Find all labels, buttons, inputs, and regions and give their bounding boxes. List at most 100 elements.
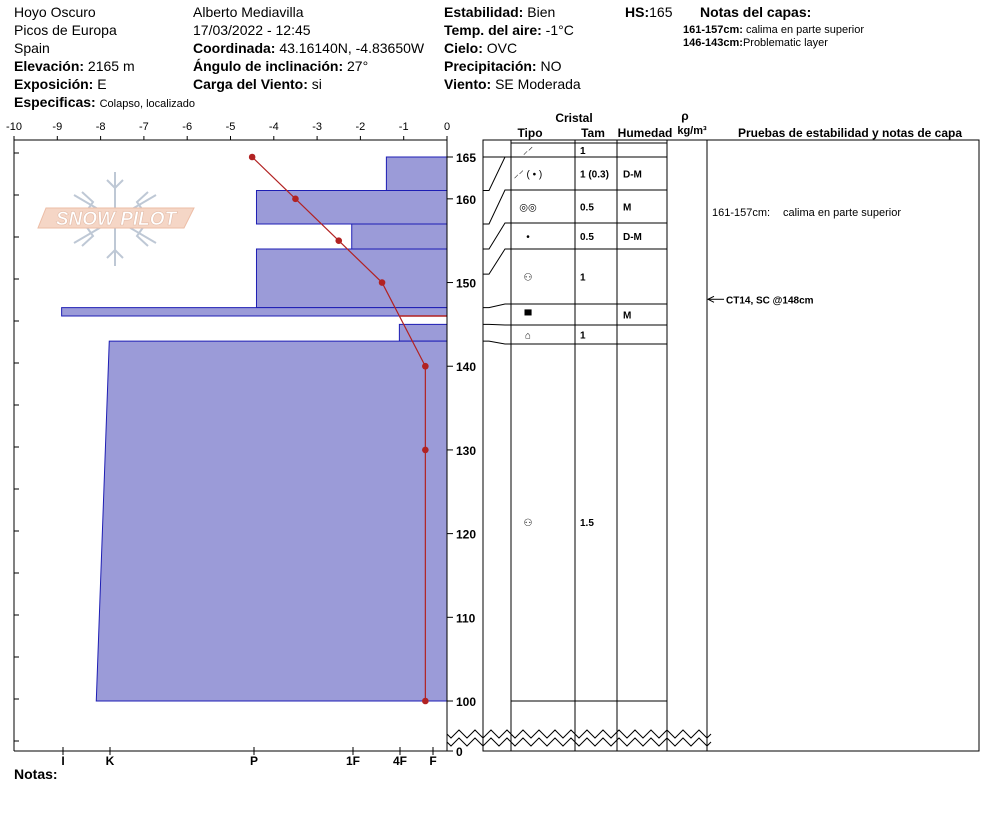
wind-label: Viento:: [444, 76, 492, 92]
hardness-tick-label: I: [61, 754, 64, 768]
aspect: Exposición: E: [14, 76, 107, 93]
temperature-point: [335, 237, 343, 244]
precipitation: Precipitación: NO: [444, 58, 561, 75]
temperature-profile: [248, 153, 447, 705]
height-tick-label: 165: [456, 151, 476, 165]
specifics-value: Colapso, localizado: [99, 98, 195, 110]
aspect-label: Exposición:: [14, 76, 94, 92]
hardness-tick-label: K: [106, 754, 115, 768]
hardness-bar: [398, 323, 448, 342]
layer-connector: [483, 248, 511, 275]
layer-connector: [483, 323, 511, 326]
hardness-tick-label: F: [429, 754, 436, 768]
specifics-label: Especificas:: [14, 94, 96, 110]
height-tick-label: 140: [456, 360, 476, 374]
temperature-tick-label: 0: [444, 121, 450, 133]
hardness-tick-label: 1F: [346, 754, 360, 768]
layer-crystal-size: 1: [580, 146, 586, 157]
coord-label: Coordinada:: [193, 40, 276, 56]
hardness-bar: [95, 340, 448, 702]
slope-label: Ángulo de inclinación:: [193, 58, 344, 74]
wind-value: SE Moderada: [495, 76, 581, 92]
height-tick-label: 120: [456, 528, 476, 542]
layer-note-1: 161-157cm: calima en parte superior: [683, 24, 865, 36]
sky: Cielo: OVC: [444, 40, 517, 57]
header-humedad: Humedad: [618, 126, 673, 140]
precip-label: Precipitación:: [444, 58, 537, 74]
axis-break-upper: [446, 729, 712, 739]
temperature-point: [248, 153, 256, 161]
layer-crystal-type: ⸝⸍: [523, 146, 533, 157]
temperature-point: [378, 279, 386, 286]
specifics: Especificas: Colapso, localizado: [14, 94, 195, 113]
test-note-text: calima en parte superior: [783, 207, 901, 219]
header-density-unit: kg/m³: [677, 125, 707, 137]
air-temp: Temp. del aire: -1°C: [444, 22, 574, 39]
hardness-profile: [61, 156, 448, 702]
snowpilot-logo: SNOW PILOT: [37, 172, 195, 266]
air-temp-value: -1°C: [545, 22, 574, 38]
temperature-tick-label: -9: [52, 121, 62, 133]
notes-label: Notas:: [14, 766, 58, 782]
hardness-tick-label: P: [250, 754, 258, 768]
stability: Estabilidad: Bien: [444, 4, 555, 21]
layer-crystal-type: ⚇: [524, 518, 533, 529]
slope-value: 27°: [347, 58, 369, 74]
wind-load-value: si: [311, 76, 322, 92]
datetime: 17/03/2022 - 12:45: [193, 22, 311, 38]
hardness-bar: [61, 307, 448, 317]
temperature-tick-label: -2: [356, 121, 366, 133]
axis-break-lower: [446, 737, 712, 747]
height-tick-label: 150: [456, 277, 476, 291]
layer-connector: [483, 303, 511, 309]
elevation: Elevación: 2165 m: [14, 58, 135, 75]
sky-value: OVC: [486, 40, 518, 56]
layer-crystal-size: 1.5: [580, 518, 594, 529]
temperature-point: [422, 362, 429, 370]
layer-crystal-type: ⸝⸍ ( • ): [514, 170, 543, 181]
layer-moisture: D-M: [623, 170, 642, 181]
wind-load-label: Carga del Viento:: [193, 76, 308, 92]
observer: Alberto Mediavilla: [193, 4, 304, 20]
hs-value: 165: [649, 4, 673, 20]
temperature-point: [292, 195, 299, 203]
stability-label: Estabilidad:: [444, 4, 524, 20]
hardness-tick-label: 4F: [393, 754, 407, 768]
coordinates: Coordinada: 43.16140N, -4.83650W: [193, 40, 424, 57]
layer-notes-title: Notas del capas:: [700, 4, 812, 20]
header-tipo: Tipo: [517, 126, 542, 140]
hardness-bar: [255, 248, 448, 309]
height-tick-label: 100: [456, 695, 476, 709]
temperature-point: [422, 446, 429, 454]
layer-crystal-size: 0.5: [580, 232, 594, 243]
temperature-tick-label: -1: [399, 121, 409, 133]
range-name: Picos de Europa: [14, 22, 117, 38]
temperature-tick-label: -10: [6, 121, 22, 133]
layer-crystal-type: ⌂: [525, 331, 531, 342]
logo-banner: [37, 207, 195, 229]
layer-crystal-type: ◎◎: [519, 203, 537, 214]
height-tick-label: 160: [456, 193, 476, 207]
height-tick-label: 130: [456, 444, 476, 458]
axes: -10 -9 -8 -7 -6 -5 -4 -3 -2 -1 0I K P 1F 4F F1651601501…: [6, 121, 712, 768]
layer-crystal-size: 1 (0.3): [580, 170, 609, 181]
layer-connector: [483, 156, 511, 191]
temperature-tick-label: -7: [139, 121, 149, 133]
layer-crystal-size: 1: [580, 331, 586, 342]
header-tests: Pruebas de estabilidad y notas de capa: [738, 126, 962, 140]
wind: Viento: SE Moderada: [444, 76, 581, 93]
hardness-bar: [255, 189, 448, 225]
elevation-value: 2165 m: [87, 58, 135, 74]
location-name: Hoyo Oscuro: [14, 4, 96, 20]
test-note-range: 161-157cm:: [712, 207, 770, 219]
layer-connector: [483, 340, 511, 345]
header-cristal: Cristal: [555, 111, 592, 125]
elevation-label: Elevación:: [14, 58, 85, 74]
logo-text: SNOW PILOT: [56, 209, 178, 230]
temperature-tick-label: -6: [182, 121, 192, 133]
coord-value: 43.16140N, -4.83650W: [279, 40, 425, 56]
layer-connector: [483, 222, 511, 250]
temperature-tick-label: -5: [226, 121, 236, 133]
table-frame: [482, 139, 980, 752]
